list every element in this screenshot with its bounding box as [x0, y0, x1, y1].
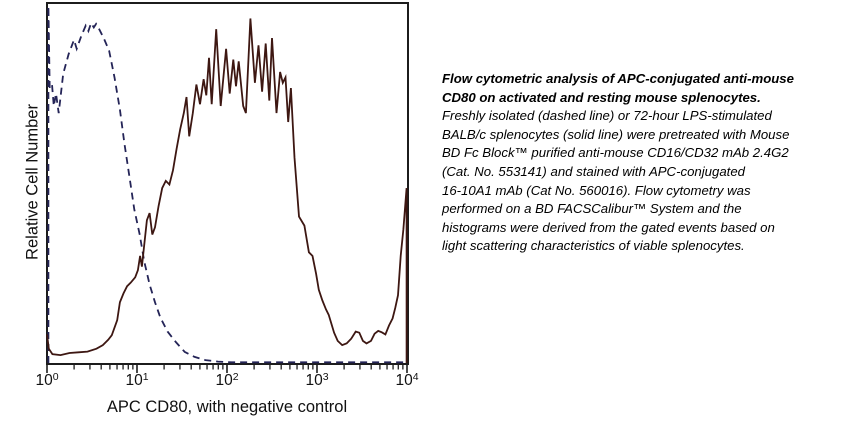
histogram-plot [46, 2, 409, 373]
x-axis-label: APC CD80, with negative control [106, 398, 348, 416]
x-tick-label-1e3: 103 [305, 371, 329, 390]
dashed-negative-control-curve [47, 5, 407, 364]
flow-histogram-chart: Relative Cell Number APC CD80, with nega… [23, 2, 419, 416]
caption-body: Freshly isolated (dashed line) or 72-hou… [442, 108, 790, 254]
x-tick-label-1e0: 100 [35, 371, 59, 390]
x-tick-label-1e1: 101 [125, 371, 149, 390]
x-tick-label-1e2: 102 [215, 371, 239, 390]
x-tick-label-1e4: 104 [395, 371, 419, 390]
caption-title: Flow cytometric analysis of APC-conjugat… [442, 71, 794, 105]
y-axis-label: Relative Cell Number [23, 104, 42, 260]
solid-lps-stimulated-curve [46, 18, 408, 363]
figure-caption: Flow cytometric analysis of APC-conjugat… [442, 70, 839, 256]
